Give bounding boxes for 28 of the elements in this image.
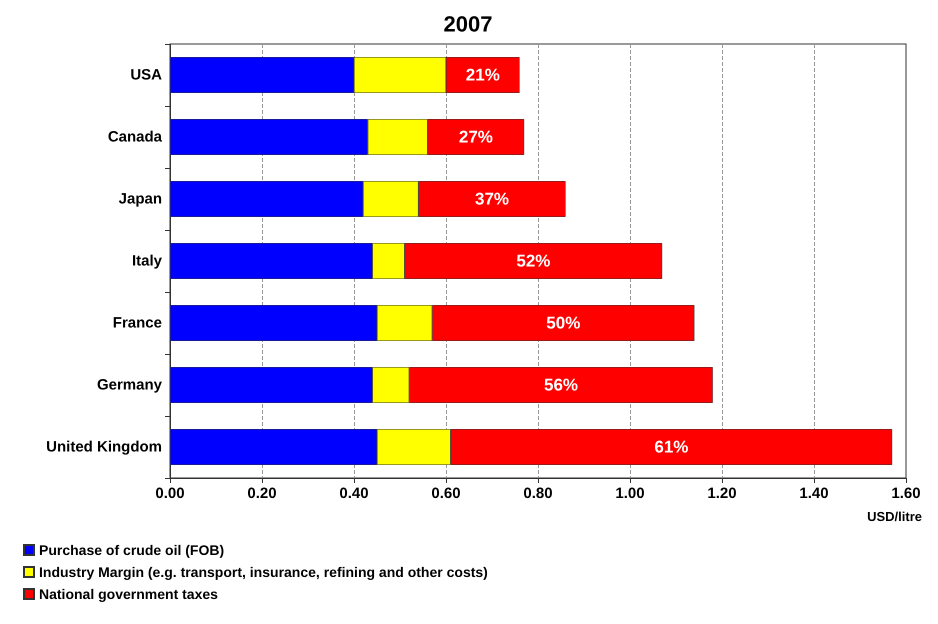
x-tick-label: 0.40	[339, 485, 369, 502]
legend-label: Purchase of crude oil (FOB)	[39, 542, 224, 558]
x-tick-label: 0.60	[431, 485, 461, 502]
x-tick-label: 0.80	[523, 485, 553, 502]
x-tick-label: 1.00	[615, 485, 645, 502]
annotation: 61%	[654, 438, 688, 456]
y-tick-label: Canada	[108, 128, 163, 146]
x-tick-label: 1.20	[707, 485, 737, 502]
x-tick-label: 1.60	[891, 485, 921, 502]
x-tick-label: 1.40	[799, 485, 829, 502]
x-tick-label: 0.20	[247, 485, 277, 502]
annotation: 50%	[546, 314, 580, 332]
x-axis-title: USD/litre	[867, 509, 922, 524]
chart-title: 2007	[444, 12, 492, 36]
y-tick-label: France	[112, 314, 162, 332]
annotation: 52%	[516, 252, 550, 270]
legend-label: National government taxes	[39, 586, 218, 602]
annotation: 37%	[474, 190, 510, 208]
y-tick-label: United Kingdom	[46, 438, 162, 456]
y-tick-label: Japan	[118, 190, 162, 208]
legend-label: Industry Margin (e.g. transport, insurance, refining and other costs)	[39, 564, 488, 580]
y-tick-label: USA	[130, 66, 162, 84]
y-tick-label: Italy	[132, 252, 163, 270]
y-tick-label: Germany	[96, 376, 163, 394]
x-tick-label: 0.00	[155, 485, 185, 502]
annotation: 56%	[544, 376, 578, 394]
annotation: 27%	[458, 128, 493, 146]
annotation: 21%	[466, 66, 500, 84]
